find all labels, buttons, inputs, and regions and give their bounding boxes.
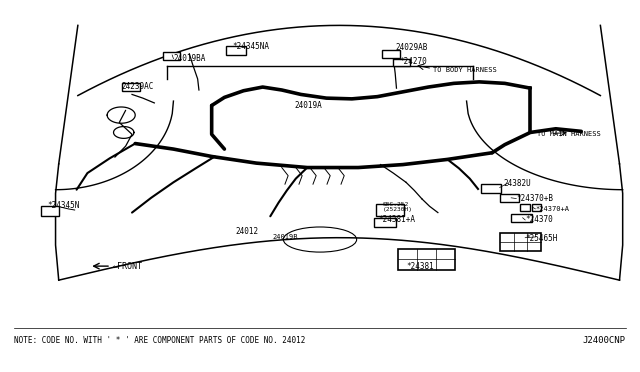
Text: 24239AC: 24239AC xyxy=(121,82,154,91)
Bar xyxy=(394,59,410,66)
Text: *24370+B: *24370+B xyxy=(516,195,553,203)
Bar xyxy=(500,194,519,202)
Text: J2400CNP: J2400CNP xyxy=(583,336,626,345)
Text: *24370+A: *24370+A xyxy=(536,206,570,212)
Bar xyxy=(226,46,246,55)
Bar xyxy=(500,233,541,251)
Bar xyxy=(374,218,396,227)
Text: *24381+A: *24381+A xyxy=(379,215,415,224)
Text: *24270: *24270 xyxy=(399,57,428,66)
Text: TO MAIN HARNESS: TO MAIN HARNESS xyxy=(537,131,600,137)
Bar xyxy=(41,206,59,215)
Text: ⇐FRONT: ⇐FRONT xyxy=(113,262,143,270)
Bar xyxy=(376,204,404,215)
Text: TO BODY HARNESS: TO BODY HARNESS xyxy=(433,67,497,73)
Bar xyxy=(511,214,532,222)
Text: *24345NA: *24345NA xyxy=(232,42,269,51)
Text: *25465H: *25465H xyxy=(525,234,557,243)
Text: NOTE: CODE NO. WITH ' * ' ARE COMPONENT PARTS OF CODE NO. 24012: NOTE: CODE NO. WITH ' * ' ARE COMPONENT … xyxy=(14,336,305,345)
Bar xyxy=(481,184,501,193)
Text: 24382U: 24382U xyxy=(504,179,531,187)
Bar xyxy=(122,83,140,91)
Text: 24029AB: 24029AB xyxy=(395,43,428,52)
Text: 24012: 24012 xyxy=(236,227,259,235)
Text: 24019A: 24019A xyxy=(294,101,323,110)
Bar xyxy=(532,204,541,211)
Text: *24370: *24370 xyxy=(525,215,553,224)
Text: *24381: *24381 xyxy=(406,262,434,271)
Text: SEC.252
(25230H): SEC.252 (25230H) xyxy=(383,202,412,212)
Text: 24019BA: 24019BA xyxy=(173,54,206,63)
Text: *24345N: *24345N xyxy=(47,201,79,210)
Text: 24019B: 24019B xyxy=(272,234,298,240)
Bar xyxy=(163,52,180,60)
Bar xyxy=(520,204,530,211)
Bar xyxy=(383,50,400,58)
Bar xyxy=(397,249,455,270)
